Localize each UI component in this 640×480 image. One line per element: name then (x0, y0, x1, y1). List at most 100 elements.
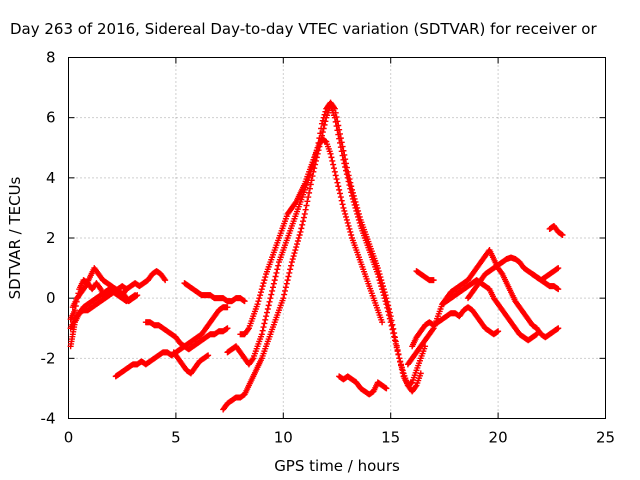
data-point (385, 302, 392, 309)
data-point (306, 189, 313, 196)
data-point (269, 284, 276, 291)
data-point (287, 266, 294, 273)
data-point (269, 287, 276, 294)
series-12 (409, 304, 502, 350)
data-point (352, 198, 359, 205)
data-point (338, 197, 345, 204)
data-point (123, 286, 130, 293)
data-point (387, 313, 394, 320)
data-point (306, 185, 313, 192)
data-point (340, 147, 347, 154)
data-point (347, 228, 354, 235)
y-tick-label: 4 (46, 169, 56, 187)
data-point (300, 218, 307, 225)
data-point (381, 289, 388, 296)
data-point (259, 283, 266, 290)
data-point (332, 172, 339, 179)
data-point (224, 325, 231, 332)
x-tick-label: 5 (171, 429, 181, 447)
data-point (388, 322, 395, 329)
data-point (385, 305, 392, 312)
data-point (290, 253, 297, 260)
data-point (348, 231, 355, 238)
data-point (286, 269, 293, 276)
x-tick-label: 0 (64, 429, 74, 447)
data-point (224, 304, 231, 311)
data-point (298, 225, 305, 232)
data-point (330, 161, 337, 168)
data-point (382, 292, 389, 299)
data-point (342, 156, 349, 163)
data-point (393, 342, 400, 349)
data-point (343, 164, 350, 171)
data-point (259, 327, 266, 334)
series-10 (237, 135, 386, 338)
data-point (337, 135, 344, 142)
data-point (294, 241, 301, 248)
data-point (257, 292, 264, 299)
data-point (273, 269, 280, 276)
y-tick-labels: -4 -2 0 2 4 6 8 (41, 49, 56, 428)
series-6 (170, 349, 212, 377)
data-point (134, 292, 141, 299)
data-point (256, 295, 263, 302)
data-point (291, 250, 298, 257)
data-point (304, 198, 311, 205)
data-point (412, 383, 419, 390)
data-point (398, 362, 405, 369)
data-point (351, 195, 358, 202)
data-point (322, 108, 329, 115)
data-point (417, 370, 424, 377)
series-11 (336, 373, 390, 398)
data-point (241, 298, 248, 305)
data-point (254, 301, 261, 308)
data-point (282, 287, 289, 294)
series-13 (404, 247, 562, 368)
data-point (559, 231, 566, 238)
series-14 (439, 277, 540, 344)
data-point (386, 309, 393, 316)
data-point (266, 298, 273, 305)
data-point (205, 352, 212, 359)
data-point (292, 200, 299, 207)
data-point (329, 157, 336, 164)
data-point (257, 289, 264, 296)
y-tick-label: 6 (46, 109, 56, 127)
data-point (261, 320, 268, 327)
data-point (267, 295, 274, 302)
data-point (377, 274, 384, 281)
data-point (388, 317, 395, 324)
data-point (354, 204, 361, 211)
data-point (289, 256, 296, 263)
data-point (262, 316, 269, 323)
data-point (374, 265, 381, 272)
data-point (495, 328, 502, 335)
data-point (349, 189, 356, 196)
data-point (383, 385, 390, 392)
data-point (345, 172, 352, 179)
data-point (395, 351, 402, 358)
data-point (245, 326, 252, 333)
data-point (341, 207, 348, 214)
data-point (303, 202, 310, 209)
data-point (333, 176, 340, 183)
data-point (258, 286, 265, 293)
data-point (274, 266, 281, 273)
data-point (331, 168, 338, 175)
x-tick-label: 20 (489, 429, 508, 447)
data-marks (67, 99, 566, 413)
data-point (344, 168, 351, 175)
data-point (379, 319, 386, 326)
data-point (345, 222, 352, 229)
series-7 (181, 280, 248, 305)
data-point (255, 298, 262, 305)
data-point (380, 286, 387, 293)
series-18 (546, 222, 566, 238)
data-point (341, 151, 348, 158)
data-point (162, 277, 169, 284)
data-point (321, 111, 328, 118)
data-point (288, 262, 295, 269)
data-point (347, 179, 354, 186)
x-tick-label: 15 (381, 429, 400, 447)
data-point (319, 117, 326, 124)
